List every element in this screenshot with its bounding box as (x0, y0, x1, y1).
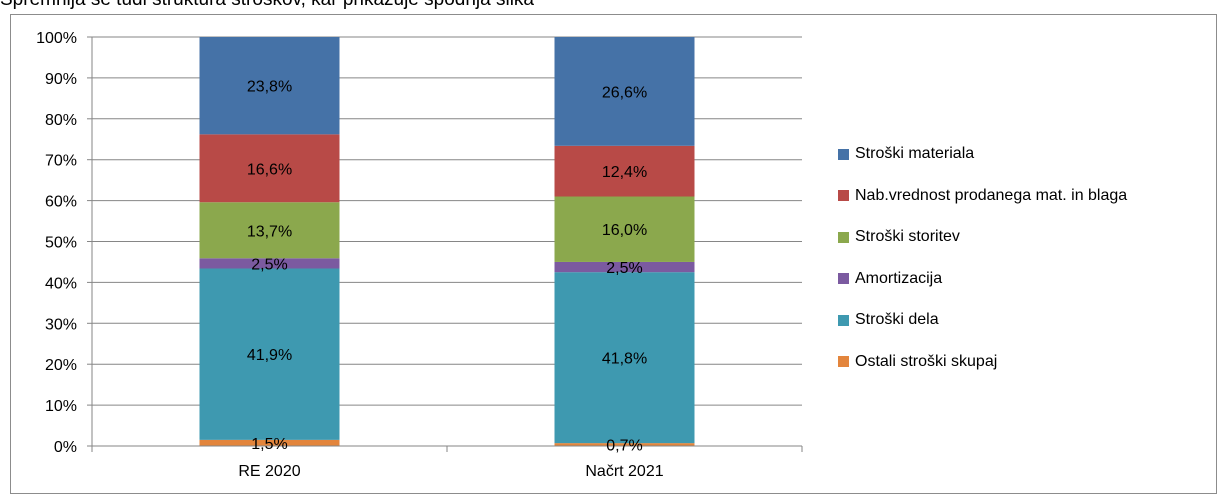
data-label: 1,5% (251, 436, 287, 453)
data-label: 16,6% (247, 161, 292, 178)
data-label: 41,9% (247, 347, 292, 364)
bar-segment (199, 134, 340, 203)
y-tick-label: 90% (45, 71, 77, 88)
legend-item: Stroški dela (838, 310, 1127, 330)
data-label: 0,7% (606, 438, 642, 455)
bar-segment (554, 261, 695, 273)
bar-segment (199, 439, 340, 446)
bar-segment (554, 272, 695, 444)
y-tick-label: 60% (45, 194, 77, 211)
data-label: 23,8% (247, 79, 292, 96)
legend: Stroški materiala Nab.vrednost prodanega … (838, 144, 1127, 394)
legend-label: Stroški dela (855, 311, 939, 329)
bar-segment (199, 268, 340, 440)
y-tick-label: 50% (45, 235, 77, 252)
legend-swatch (838, 314, 849, 326)
labels-layer: RE 2020 Načrt 2021 1,5% 41,9% 2,5% 13,7% 16,6%… (238, 79, 663, 480)
legend-label: Nab.vrednost prodanega mat. in blaga (855, 186, 1128, 204)
y-tick-label: 40% (45, 275, 77, 292)
legend-label: Amortizacija (855, 269, 943, 287)
y-tick-label: 10% (45, 398, 77, 415)
legend-label: Ostali stroški skupaj (855, 352, 998, 370)
x-category-label: RE 2020 (238, 463, 300, 480)
legend-swatch (838, 231, 849, 243)
y-tick-label: 0% (54, 439, 77, 456)
y-tick-label: 100% (36, 30, 77, 47)
legend-swatch (838, 148, 849, 160)
legend-item: Nab.vrednost prodanega mat. in blaga (838, 186, 1127, 206)
data-label: 2,5% (251, 256, 287, 273)
legend-swatch (838, 190, 849, 202)
y-tick-label: 70% (45, 153, 77, 170)
legend-label: Stroški storitev (855, 228, 960, 246)
legend-label: Stroški materiala (855, 145, 975, 162)
bar-segment (199, 202, 340, 259)
data-label: 16,0% (602, 222, 647, 239)
bar-segment (554, 145, 695, 197)
bars-layer (199, 37, 695, 446)
data-label: 13,7% (247, 223, 292, 240)
legend-item: Ostali stroški skupaj (838, 352, 1127, 372)
data-label: 2,5% (606, 260, 642, 277)
x-category-label: Načrt 2021 (585, 463, 663, 480)
legend-item: Amortizacija (838, 269, 1127, 289)
y-tick-label: 30% (45, 316, 77, 333)
grid-layer (92, 36, 802, 406)
legend-swatch (838, 273, 849, 285)
y-tick-label: 20% (45, 357, 77, 374)
bar-segment (199, 37, 340, 135)
data-label: 12,4% (602, 164, 647, 181)
bar-segment (199, 258, 340, 269)
axis-layer: 0% 10% 20% 30% 40% 50% 60% 70% 80% 90% 100% (36, 30, 803, 456)
legend-swatch (838, 356, 849, 368)
bar-segment (554, 443, 695, 446)
data-label: 41,8% (602, 351, 647, 368)
bar-segment (554, 37, 695, 146)
data-label: 26,6% (602, 84, 647, 101)
legend-item: Stroški storitev (838, 227, 1127, 247)
chart-frame (10, 14, 1217, 494)
y-tick-label: 80% (45, 112, 77, 129)
bar-segment (554, 196, 695, 262)
chart-heading: Spremnija se tudi struktura stroškov, ka… (0, 0, 534, 11)
legend-item: Stroški materiala (838, 144, 1127, 164)
